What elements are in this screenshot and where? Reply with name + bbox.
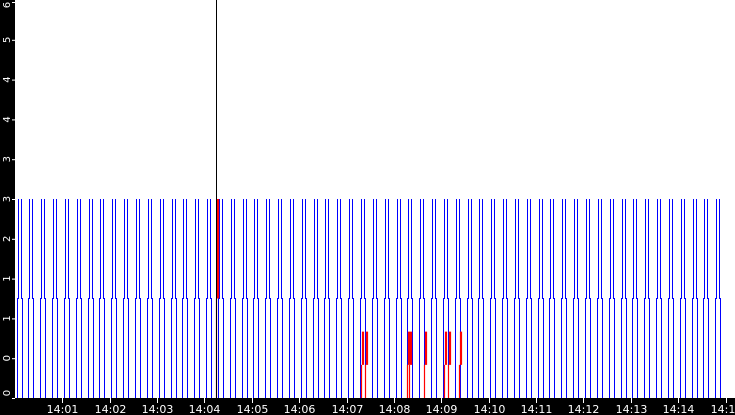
normal-pulse [549, 199, 555, 398]
normal-pulse [265, 199, 271, 398]
normal-pulse [561, 199, 567, 398]
normal-pulse [656, 199, 662, 398]
x-tick-label: 14:05 [237, 403, 269, 415]
x-tick-label: 14:11 [521, 403, 553, 415]
normal-pulse [17, 199, 23, 398]
normal-pulse [253, 199, 259, 398]
alert-pulse [364, 331, 369, 398]
y-tick-label: 5 [2, 37, 13, 43]
normal-pulse [194, 199, 200, 398]
x-tick-label: 14:12 [568, 403, 600, 415]
normal-pulse [668, 199, 674, 398]
normal-pulse [431, 199, 437, 398]
normal-pulse [301, 199, 307, 398]
normal-pulse [289, 199, 295, 398]
x-tick-label: 14:02 [95, 403, 127, 415]
normal-pulse [443, 199, 449, 398]
y-tick-label: 1 [2, 315, 13, 321]
normal-pulse [123, 199, 129, 398]
y-tick-label: 6 [2, 2, 13, 8]
normal-pulse [159, 199, 165, 398]
y-tick-label: 2 [2, 236, 13, 242]
x-tick-label: 14:09 [426, 403, 458, 415]
y-tick-label: 1 [2, 275, 13, 281]
y-tick-label: 3 [2, 196, 13, 202]
alert-pulse [443, 331, 448, 398]
normal-pulse [348, 199, 354, 398]
alert-pulse [447, 331, 452, 398]
x-tick-label: 14:01 [47, 403, 79, 415]
x-tick-label: 14:04 [189, 403, 221, 415]
normal-pulse [64, 199, 70, 398]
alert-pulse [423, 331, 428, 398]
y-tick-label: 0 [2, 390, 13, 396]
y-tick-label: 3 [2, 156, 13, 162]
y-tick-label: 4 [2, 116, 13, 122]
normal-pulse [206, 199, 212, 398]
normal-pulse [680, 199, 686, 398]
x-tick-label: 14:10 [474, 403, 506, 415]
normal-pulse [502, 199, 508, 398]
x-tick-label: 14:13 [616, 403, 648, 415]
x-tick-label: 14:14 [663, 403, 695, 415]
normal-pulse [182, 199, 188, 398]
normal-pulse [396, 199, 402, 398]
normal-pulse [135, 199, 141, 398]
normal-pulse [147, 199, 153, 398]
normal-pulse [28, 199, 34, 398]
normal-pulse [40, 199, 46, 398]
x-tick-label: 14:03 [142, 403, 174, 415]
normal-pulse [526, 199, 532, 398]
normal-pulse [467, 199, 473, 398]
normal-pulse [621, 199, 627, 398]
normal-pulse [407, 199, 413, 398]
normal-pulse [372, 199, 378, 398]
normal-pulse [99, 199, 105, 398]
alert-pulse [360, 331, 365, 398]
normal-pulse [419, 199, 425, 398]
normal-pulse [514, 199, 520, 398]
normal-pulse [52, 199, 58, 398]
normal-pulse [171, 199, 177, 398]
x-tick-label: 14:06 [284, 403, 316, 415]
x-axis-band [0, 398, 735, 415]
normal-pulse [360, 199, 366, 398]
normal-pulse [585, 199, 591, 398]
x-tick-label: 14:15 [711, 403, 735, 415]
y-tick-label: 4 [2, 76, 13, 82]
x-tick-label: 14:07 [332, 403, 364, 415]
normal-pulse [336, 199, 342, 398]
y-tick-label: 0 [2, 355, 13, 361]
alert-pulse [458, 331, 463, 398]
normal-pulse [230, 199, 236, 398]
normal-pulse [703, 199, 709, 398]
normal-pulse [218, 199, 224, 398]
normal-pulse [609, 199, 615, 398]
normal-pulse [313, 199, 319, 398]
alert-pulse [408, 331, 413, 398]
x-tick-label: 14:08 [379, 403, 411, 415]
normal-pulse [277, 199, 283, 398]
normal-pulse [111, 199, 117, 398]
normal-pulse [597, 199, 603, 398]
normal-pulse [384, 199, 390, 398]
normal-pulse [76, 199, 82, 398]
normal-pulse [478, 199, 484, 398]
normal-pulse [692, 199, 698, 398]
normal-pulse [538, 199, 544, 398]
normal-pulse [242, 199, 248, 398]
normal-pulse [324, 199, 330, 398]
normal-pulse [490, 199, 496, 398]
normal-pulse [644, 199, 650, 398]
y-axis-band [0, 0, 15, 415]
normal-pulse [715, 199, 721, 398]
normal-pulse [573, 199, 579, 398]
normal-pulse [632, 199, 638, 398]
alert-pulse [406, 331, 411, 398]
normal-pulse [88, 199, 94, 398]
